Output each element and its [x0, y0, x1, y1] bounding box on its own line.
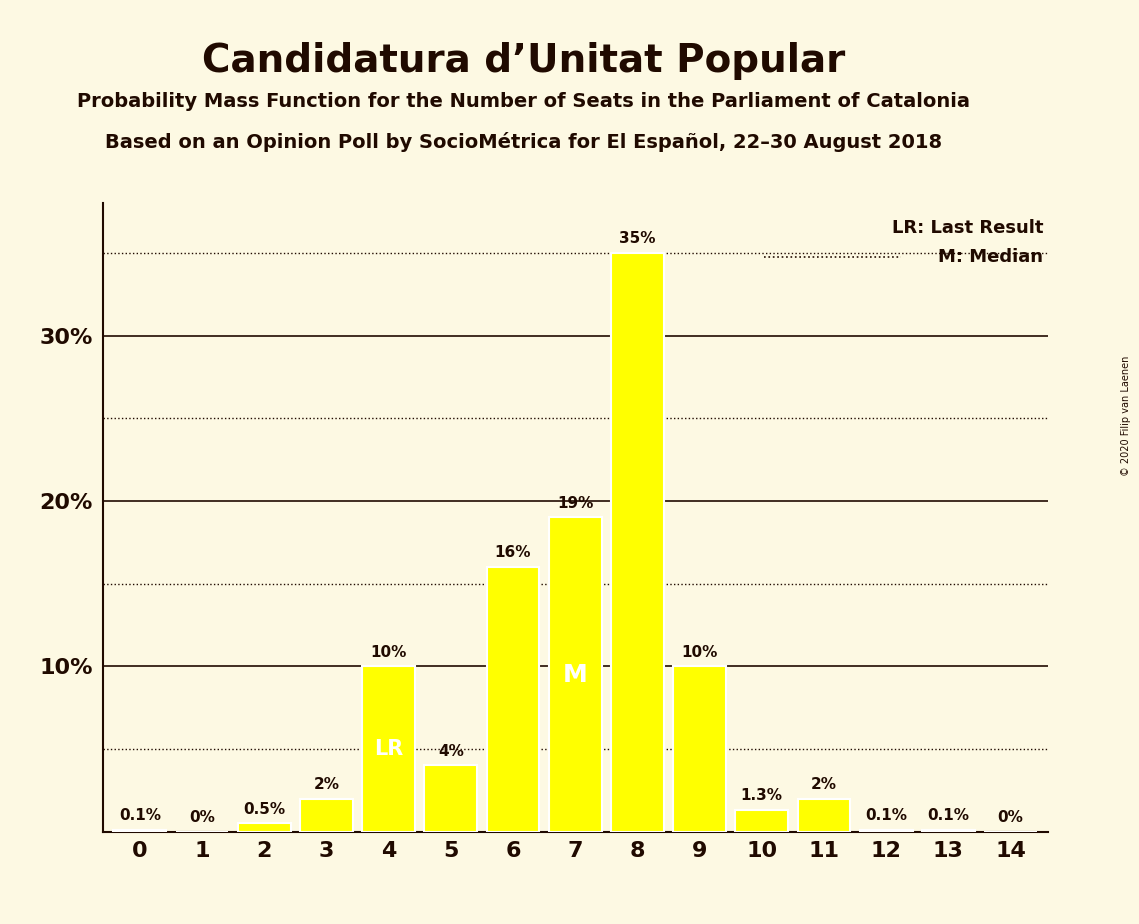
Bar — [362, 666, 415, 832]
Text: 0.1%: 0.1% — [866, 808, 907, 823]
Text: 2%: 2% — [811, 777, 837, 792]
Text: Candidatura d’Unitat Popular: Candidatura d’Unitat Popular — [203, 42, 845, 79]
Bar — [673, 666, 726, 832]
Bar — [425, 765, 477, 832]
Text: LR: Last Result: LR: Last Result — [892, 219, 1043, 237]
Text: 10%: 10% — [681, 645, 718, 660]
Text: LR: LR — [374, 739, 403, 759]
Text: 10%: 10% — [370, 645, 407, 660]
Text: 0.5%: 0.5% — [243, 802, 285, 817]
Text: 35%: 35% — [620, 231, 656, 247]
Bar — [860, 830, 912, 832]
Text: 0%: 0% — [189, 810, 215, 825]
Text: 0.1%: 0.1% — [118, 808, 161, 823]
Text: M: M — [563, 663, 588, 687]
Text: © 2020 Filip van Laenen: © 2020 Filip van Laenen — [1121, 356, 1131, 476]
Text: 16%: 16% — [494, 545, 531, 561]
Text: 4%: 4% — [437, 744, 464, 759]
Bar — [797, 798, 851, 832]
Text: 19%: 19% — [557, 496, 593, 511]
Text: M: Median: M: Median — [939, 248, 1043, 266]
Bar — [549, 517, 601, 832]
Text: 2%: 2% — [313, 777, 339, 792]
Bar — [238, 823, 290, 832]
Text: 1.3%: 1.3% — [740, 788, 782, 804]
Bar — [736, 810, 788, 832]
Text: Probability Mass Function for the Number of Seats in the Parliament of Catalonia: Probability Mass Function for the Number… — [77, 92, 970, 112]
Bar — [114, 830, 166, 832]
Text: 0.1%: 0.1% — [927, 808, 969, 823]
Bar — [300, 798, 353, 832]
Bar — [486, 567, 540, 832]
Bar — [921, 830, 975, 832]
Bar — [611, 253, 664, 832]
Text: Based on an Opinion Poll by SocioMétrica for El Español, 22–30 August 2018: Based on an Opinion Poll by SocioMétrica… — [106, 132, 942, 152]
Text: 0%: 0% — [998, 810, 1024, 825]
